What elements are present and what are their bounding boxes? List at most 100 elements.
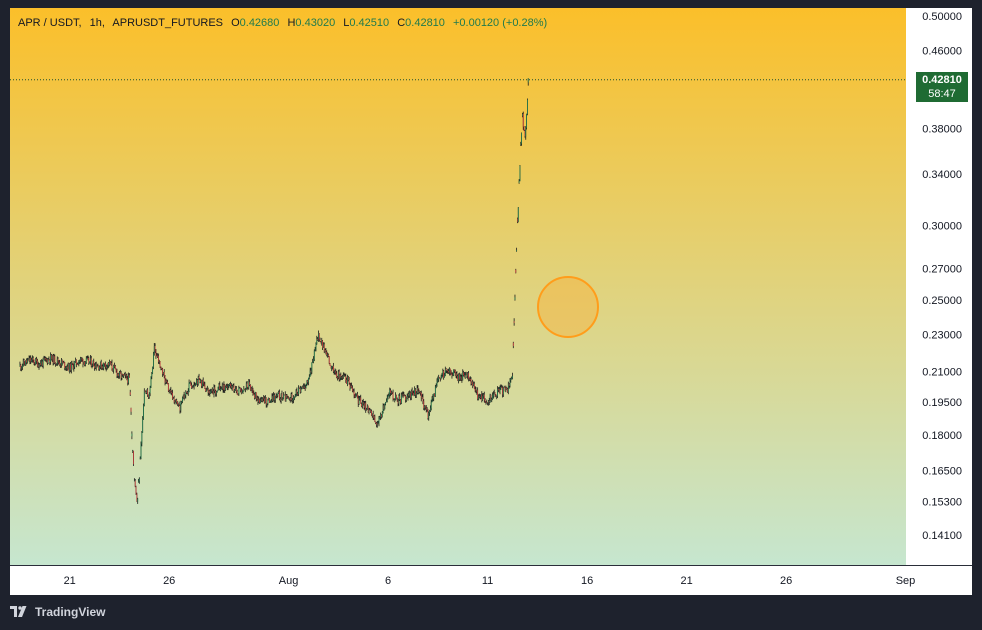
candle-body bbox=[187, 392, 188, 394]
candle-body bbox=[83, 361, 85, 365]
candle-body bbox=[29, 357, 31, 362]
candle-body bbox=[54, 356, 56, 363]
candle-body bbox=[469, 379, 471, 380]
candle-body bbox=[512, 375, 513, 379]
candle-body bbox=[227, 385, 229, 388]
candle-body bbox=[240, 387, 241, 391]
candle-body bbox=[357, 398, 359, 404]
candle-body bbox=[365, 402, 367, 410]
candles-group bbox=[19, 78, 529, 504]
candle-body bbox=[451, 373, 453, 376]
candle-body bbox=[188, 382, 190, 392]
candle-body bbox=[250, 384, 251, 391]
candle-body bbox=[279, 392, 280, 399]
candle-body bbox=[179, 405, 181, 411]
candle-body bbox=[221, 388, 222, 390]
candle-body bbox=[218, 384, 220, 387]
candle-body bbox=[56, 358, 58, 364]
circle-annotation[interactable] bbox=[537, 276, 599, 338]
y-tick-label: 0.18000 bbox=[922, 430, 962, 442]
interval-label[interactable]: 1h, bbox=[89, 17, 105, 29]
candle-body bbox=[410, 392, 411, 398]
candle-body bbox=[407, 393, 409, 399]
candle-body bbox=[298, 387, 299, 394]
candle-body bbox=[180, 402, 182, 411]
candle-body bbox=[497, 388, 498, 396]
candle-body bbox=[199, 379, 201, 383]
candle-body bbox=[320, 341, 322, 343]
candle-body bbox=[328, 354, 329, 357]
close-value: 0.42810 bbox=[405, 17, 445, 29]
candle-body bbox=[134, 480, 136, 487]
price-chart[interactable]: 0.50000 0.46000 0.38000 0.34000 0.30000 0.270… bbox=[10, 8, 972, 595]
candle-body bbox=[250, 388, 252, 391]
candle-body bbox=[272, 396, 274, 401]
candle-body bbox=[294, 396, 295, 398]
candle-body bbox=[512, 342, 514, 346]
candle-body bbox=[278, 392, 280, 394]
candle-body bbox=[300, 387, 302, 392]
tradingview-brand[interactable]: TradingView bbox=[35, 605, 106, 619]
candle-body bbox=[439, 378, 441, 380]
candle-body bbox=[266, 403, 268, 405]
candle-body bbox=[41, 361, 42, 365]
candle-body bbox=[501, 387, 503, 388]
candle-body bbox=[211, 388, 213, 392]
candle-body bbox=[236, 391, 238, 395]
candle-body bbox=[167, 381, 168, 384]
candle-body bbox=[101, 366, 103, 369]
candle-body bbox=[328, 356, 330, 364]
plot-area[interactable] bbox=[10, 8, 906, 565]
candle-body bbox=[133, 451, 134, 465]
candle-body bbox=[352, 390, 354, 392]
candle-body bbox=[386, 397, 388, 402]
candle-body bbox=[35, 359, 37, 365]
candle-body bbox=[230, 385, 232, 388]
candle-body bbox=[376, 423, 378, 425]
candle-body bbox=[450, 373, 452, 374]
candle-body bbox=[72, 363, 74, 369]
candle-body bbox=[177, 401, 178, 405]
candle-body bbox=[342, 376, 343, 378]
candle-body bbox=[73, 366, 75, 369]
candle-body bbox=[373, 416, 375, 418]
y-tick-label: 0.21000 bbox=[922, 367, 962, 379]
candle-body bbox=[304, 387, 306, 389]
candle-body bbox=[400, 399, 401, 403]
close-label: C bbox=[397, 17, 406, 29]
candle-body bbox=[318, 333, 319, 340]
candle-body bbox=[183, 394, 185, 398]
candle-body bbox=[428, 412, 430, 419]
candle-body bbox=[521, 132, 522, 144]
candle-body bbox=[459, 374, 460, 380]
candle-body bbox=[138, 481, 139, 483]
candle-body bbox=[43, 357, 45, 360]
chart-frame[interactable]: 0.50000 0.46000 0.38000 0.34000 0.30000 0.270… bbox=[10, 8, 972, 595]
candle-body bbox=[80, 358, 81, 361]
candle-body bbox=[417, 388, 419, 394]
candle-body bbox=[303, 386, 305, 388]
candle-body bbox=[385, 402, 387, 404]
candle-body bbox=[354, 395, 356, 398]
candle-body bbox=[114, 365, 115, 367]
candle-body bbox=[468, 373, 469, 379]
candle-body bbox=[23, 360, 25, 364]
candle-body bbox=[110, 362, 112, 365]
candle-body bbox=[151, 373, 153, 377]
candle-body bbox=[172, 397, 174, 399]
candle-body bbox=[36, 359, 37, 362]
time-axis[interactable] bbox=[10, 565, 972, 595]
candle-body bbox=[312, 362, 314, 363]
symbol-pair[interactable]: APR / USDT, bbox=[18, 17, 82, 29]
candle-body bbox=[405, 395, 406, 401]
candle-body bbox=[27, 360, 28, 363]
candle-body bbox=[88, 357, 90, 363]
candle-body bbox=[102, 366, 104, 369]
candle-body bbox=[255, 392, 256, 399]
candle-body bbox=[396, 399, 398, 401]
candle-body bbox=[509, 379, 511, 386]
candle-body bbox=[87, 357, 89, 359]
candle-body bbox=[383, 405, 385, 410]
candle-body bbox=[399, 395, 401, 400]
candle-body bbox=[448, 370, 450, 373]
